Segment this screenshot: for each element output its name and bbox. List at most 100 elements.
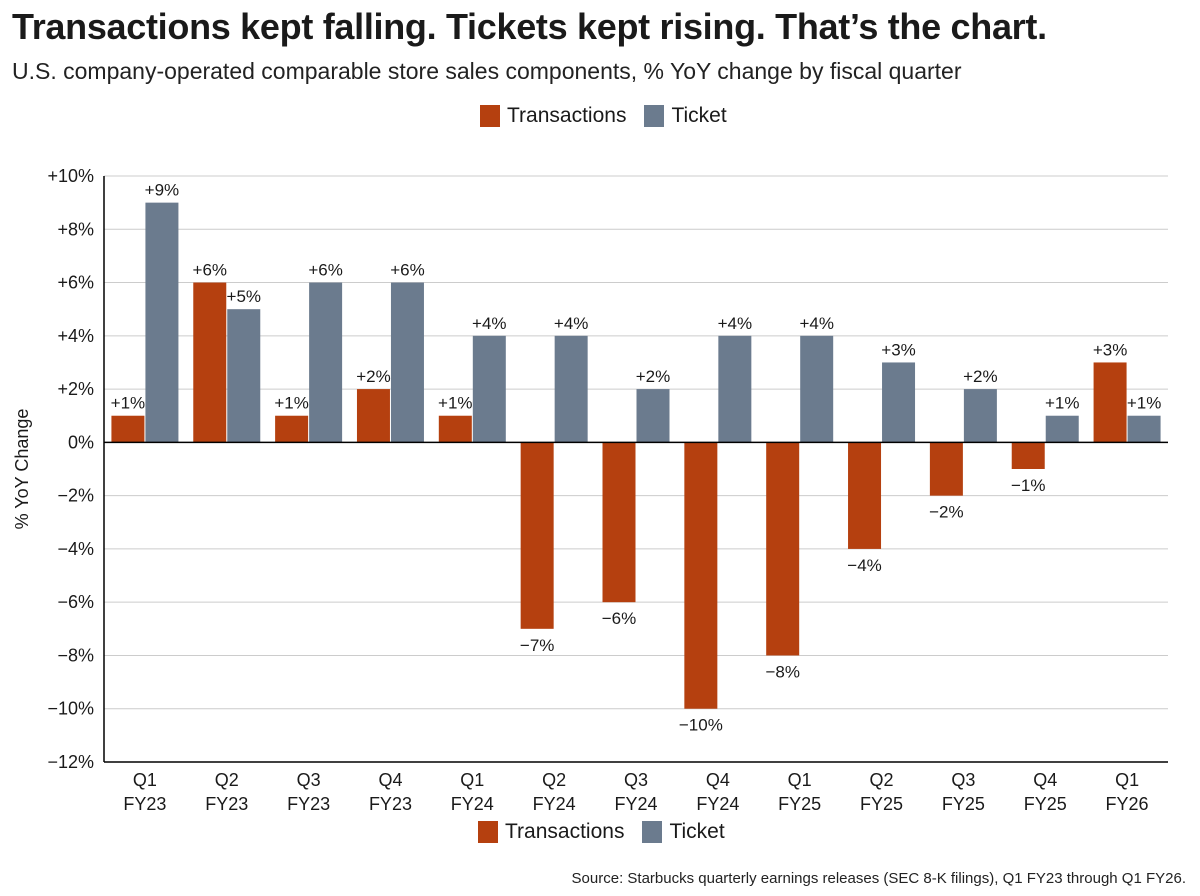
bar-ticket <box>472 335 506 443</box>
legend-item-transactions: Transactions <box>478 820 624 844</box>
data-label-transactions: +1% <box>438 394 473 413</box>
y-tick-label: +2% <box>57 379 94 399</box>
data-label-transactions: −2% <box>929 503 964 522</box>
data-label-transactions: −8% <box>765 662 800 681</box>
chart-subtitle: U.S. company-operated comparable store s… <box>12 58 962 84</box>
bar-transactions <box>520 442 554 629</box>
x-tick-label: Q1 <box>1115 770 1139 790</box>
y-tick-label: −10% <box>47 699 94 719</box>
bar-transactions <box>766 442 800 656</box>
y-tick-label: −6% <box>57 592 94 612</box>
y-axis-label: % YoY Change <box>12 409 32 530</box>
data-label-transactions: −10% <box>679 716 723 735</box>
legend-label-ticket: Ticket <box>669 820 725 843</box>
x-tick-label: FY24 <box>614 794 657 814</box>
x-tick-label: Q4 <box>378 770 402 790</box>
x-tick-label: Q3 <box>297 770 321 790</box>
bar-ticket <box>963 389 997 443</box>
y-tick-label: 0% <box>68 432 94 452</box>
bar-ticket <box>145 202 179 443</box>
bar-transactions <box>193 282 227 443</box>
x-tick-label: Q1 <box>788 770 812 790</box>
legend-swatch-ticket <box>644 105 665 127</box>
x-tick-label: FY24 <box>696 794 739 814</box>
bar-transactions <box>848 442 882 549</box>
bar-ticket <box>636 389 670 443</box>
x-tick-label: Q2 <box>870 770 894 790</box>
x-tick-label: Q3 <box>624 770 648 790</box>
data-label-ticket: +2% <box>963 367 998 386</box>
legend-top: Transactions Ticket <box>480 104 735 128</box>
bar-transactions <box>275 415 309 443</box>
bar-transactions <box>356 389 390 443</box>
legend-swatch-transactions <box>478 821 498 843</box>
legend-bottom: Transactions Ticket <box>478 820 733 844</box>
bar-transactions <box>602 442 636 603</box>
y-tick-label: −8% <box>57 645 94 665</box>
bar-ticket <box>718 335 752 443</box>
x-tick-label: FY23 <box>205 794 248 814</box>
data-label-transactions: +2% <box>356 367 391 386</box>
data-label-transactions: −1% <box>1011 476 1046 495</box>
x-tick-label: Q3 <box>951 770 975 790</box>
y-tick-label: +6% <box>57 273 94 293</box>
data-label-transactions: +6% <box>193 261 228 280</box>
bar-transactions <box>111 415 145 443</box>
legend-label-transactions: Transactions <box>505 820 625 843</box>
data-label-ticket: +5% <box>227 287 262 306</box>
x-tick-label: FY24 <box>533 794 576 814</box>
data-label-transactions: −6% <box>602 609 637 628</box>
legend-swatch-transactions <box>480 105 500 127</box>
data-label-ticket: +9% <box>145 181 180 200</box>
y-tick-label: +10% <box>47 166 94 186</box>
bar-ticket <box>1045 415 1079 443</box>
x-tick-label: FY25 <box>942 794 985 814</box>
bar-transactions <box>929 442 963 496</box>
y-tick-label: −2% <box>57 486 94 506</box>
legend-item-ticket: Ticket <box>644 104 727 128</box>
x-tick-label: FY26 <box>1106 794 1149 814</box>
y-tick-label: −12% <box>47 752 94 772</box>
bar-transactions <box>1093 362 1127 443</box>
chart-title: Transactions kept falling. Tickets kept … <box>12 6 1047 47</box>
x-tick-label: Q1 <box>460 770 484 790</box>
x-tick-label: FY25 <box>778 794 821 814</box>
data-label-ticket: +6% <box>308 261 343 280</box>
x-tick-label: Q2 <box>542 770 566 790</box>
bar-ticket <box>227 309 261 443</box>
data-label-ticket: +6% <box>390 261 425 280</box>
data-label-ticket: +4% <box>472 314 507 333</box>
x-tick-label: FY24 <box>451 794 494 814</box>
bar-ticket <box>390 282 424 443</box>
x-tick-label: FY25 <box>860 794 903 814</box>
legend-label-transactions: Transactions <box>507 104 627 127</box>
data-label-ticket: +4% <box>799 314 834 333</box>
bar-ticket <box>800 335 834 443</box>
x-tick-label: FY23 <box>369 794 412 814</box>
legend-swatch-ticket <box>642 821 663 843</box>
y-tick-label: −4% <box>57 539 94 559</box>
legend-label-ticket: Ticket <box>671 104 727 127</box>
data-label-ticket: +4% <box>718 314 753 333</box>
x-tick-label: FY23 <box>287 794 330 814</box>
data-label-transactions: +1% <box>274 394 309 413</box>
x-tick-label: Q4 <box>1033 770 1057 790</box>
data-label-ticket: +3% <box>881 340 916 359</box>
data-label-ticket: +2% <box>636 367 671 386</box>
source-note: Source: Starbucks quarterly earnings rel… <box>571 870 1186 887</box>
legend-item-ticket: Ticket <box>642 820 725 844</box>
data-label-transactions: −4% <box>847 556 882 575</box>
bar-transactions <box>684 442 718 709</box>
legend-item-transactions: Transactions <box>480 104 626 128</box>
bar-transactions <box>1011 442 1045 469</box>
bar-ticket <box>882 362 916 443</box>
data-label-ticket: +1% <box>1045 394 1080 413</box>
bar-transactions <box>438 415 472 443</box>
x-tick-label: Q2 <box>215 770 239 790</box>
data-label-transactions: +3% <box>1093 340 1128 359</box>
y-tick-label: +4% <box>57 326 94 346</box>
x-tick-label: Q4 <box>706 770 730 790</box>
data-label-transactions: −7% <box>520 636 555 655</box>
data-label-ticket: +4% <box>554 314 589 333</box>
